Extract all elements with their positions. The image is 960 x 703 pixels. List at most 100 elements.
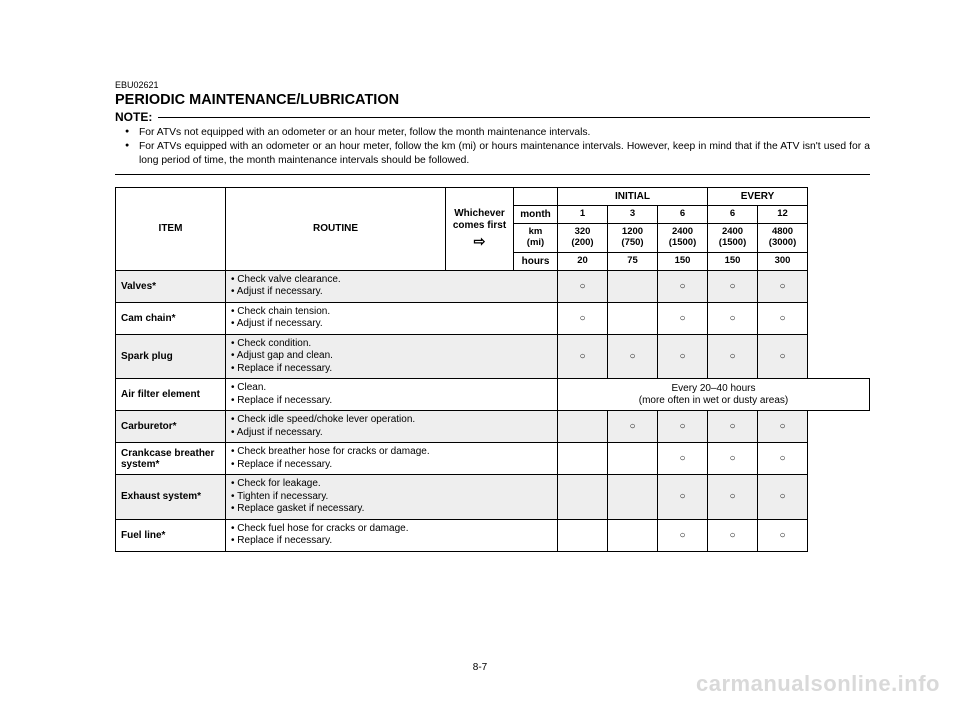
km-2: 1200 (750) xyxy=(608,223,658,252)
month-1: 1 xyxy=(558,205,608,223)
hrs-5: 300 xyxy=(758,252,808,270)
check-cell: ○ xyxy=(658,270,708,302)
item-cell: Spark plug xyxy=(116,334,226,379)
routine-cell: • Check breather hose for cracks or dama… xyxy=(226,443,558,475)
header-initial: INITIAL xyxy=(558,187,708,205)
table-row: Crankcase breather system*• Check breath… xyxy=(116,443,870,475)
note-rule xyxy=(158,117,870,118)
km-1: 320 (200) xyxy=(558,223,608,252)
check-cell: ○ xyxy=(558,302,608,334)
check-cell: ○ xyxy=(658,302,708,334)
check-cell: ○ xyxy=(708,475,758,520)
routine-cell: • Check idle speed/choke lever operation… xyxy=(226,411,558,443)
watermark: carmanualsonline.info xyxy=(696,671,940,697)
check-cell: ○ xyxy=(708,519,758,551)
page-content: EBU02621 PERIODIC MAINTENANCE/LUBRICATIO… xyxy=(0,0,960,552)
note-heading-row: NOTE: xyxy=(115,110,870,124)
month-6b: 6 xyxy=(708,205,758,223)
check-cell xyxy=(558,411,608,443)
hrs-3: 150 xyxy=(658,252,708,270)
interval-span-cell: Every 20–40 hours (more often in wet or … xyxy=(558,379,870,411)
check-cell: ○ xyxy=(758,302,808,334)
check-cell: ○ xyxy=(558,334,608,379)
item-cell: Crankcase breather system* xyxy=(116,443,226,475)
table-row: Spark plug• Check condition. • Adjust ga… xyxy=(116,334,870,379)
routine-cell: • Check chain tension. • Adjust if neces… xyxy=(226,302,558,334)
routine-cell: • Check condition. • Adjust gap and clea… xyxy=(226,334,558,379)
table-row: Fuel line*• Check fuel hose for cracks o… xyxy=(116,519,870,551)
km-4: 2400 (1500) xyxy=(708,223,758,252)
check-cell: ○ xyxy=(658,443,708,475)
header-item: ITEM xyxy=(116,187,226,270)
header-routine: ROUTINE xyxy=(226,187,446,270)
check-cell: ○ xyxy=(658,334,708,379)
check-cell: ○ xyxy=(758,519,808,551)
routine-cell: • Check fuel hose for cracks or damage. … xyxy=(226,519,558,551)
table-row: Cam chain*• Check chain tension. • Adjus… xyxy=(116,302,870,334)
page-title: PERIODIC MAINTENANCE/LUBRICATION xyxy=(115,92,870,108)
routine-cell: • Check for leakage. • Tighten if necess… xyxy=(226,475,558,520)
month-12: 12 xyxy=(758,205,808,223)
item-cell: Valves* xyxy=(116,270,226,302)
check-cell xyxy=(608,302,658,334)
check-cell: ○ xyxy=(658,519,708,551)
note-item: For ATVs not equipped with an odometer o… xyxy=(129,126,870,140)
check-cell: ○ xyxy=(708,411,758,443)
item-cell: Fuel line* xyxy=(116,519,226,551)
note-label: NOTE: xyxy=(115,110,152,124)
km-3: 2400 (1500) xyxy=(658,223,708,252)
check-cell xyxy=(558,475,608,520)
arrow-icon: ⇨ xyxy=(474,234,486,248)
item-cell: Carburetor* xyxy=(116,411,226,443)
routine-cell: • Clean. • Replace if necessary. xyxy=(226,379,558,411)
whichever-text: Whichever comes first xyxy=(453,208,506,231)
hrs-1: 20 xyxy=(558,252,608,270)
check-cell: ○ xyxy=(758,411,808,443)
month-6a: 6 xyxy=(658,205,708,223)
item-cell: Cam chain* xyxy=(116,302,226,334)
header-whichever: Whichever comes first ⇨ xyxy=(446,187,514,270)
check-cell: ○ xyxy=(758,475,808,520)
header-km: km (mi) xyxy=(514,223,558,252)
maintenance-table: ITEM ROUTINE Whichever comes first ⇨ INI… xyxy=(115,187,870,552)
table-body: Valves*• Check valve clearance. • Adjust… xyxy=(116,270,870,551)
hrs-2: 75 xyxy=(608,252,658,270)
header-hours: hours xyxy=(514,252,558,270)
hrs-4: 150 xyxy=(708,252,758,270)
check-cell xyxy=(558,443,608,475)
doc-code: EBU02621 xyxy=(115,80,870,90)
note-list: For ATVs not equipped with an odometer o… xyxy=(115,126,870,168)
table-row: Carburetor*• Check idle speed/choke leve… xyxy=(116,411,870,443)
month-3: 3 xyxy=(608,205,658,223)
check-cell: ○ xyxy=(658,475,708,520)
blank-corner xyxy=(514,187,558,205)
routine-cell: • Check valve clearance. • Adjust if nec… xyxy=(226,270,558,302)
table-row: Air filter element• Clean. • Replace if … xyxy=(116,379,870,411)
check-cell: ○ xyxy=(558,270,608,302)
check-cell: ○ xyxy=(758,443,808,475)
check-cell xyxy=(608,519,658,551)
check-cell: ○ xyxy=(708,443,758,475)
check-cell: ○ xyxy=(708,302,758,334)
check-cell: ○ xyxy=(758,270,808,302)
km-5: 4800 (3000) xyxy=(758,223,808,252)
check-cell: ○ xyxy=(708,334,758,379)
check-cell xyxy=(608,475,658,520)
table-row: Exhaust system*• Check for leakage. • Ti… xyxy=(116,475,870,520)
check-cell xyxy=(558,519,608,551)
table-head: ITEM ROUTINE Whichever comes first ⇨ INI… xyxy=(116,187,870,270)
check-cell xyxy=(608,270,658,302)
header-every: EVERY xyxy=(708,187,808,205)
check-cell: ○ xyxy=(708,270,758,302)
check-cell: ○ xyxy=(608,334,658,379)
item-cell: Exhaust system* xyxy=(116,475,226,520)
note-item: For ATVs equipped with an odometer or an… xyxy=(129,140,870,168)
header-month: month xyxy=(514,205,558,223)
check-cell xyxy=(608,443,658,475)
item-cell: Air filter element xyxy=(116,379,226,411)
section-rule xyxy=(115,174,870,175)
check-cell: ○ xyxy=(608,411,658,443)
check-cell: ○ xyxy=(758,334,808,379)
table-row: Valves*• Check valve clearance. • Adjust… xyxy=(116,270,870,302)
check-cell: ○ xyxy=(658,411,708,443)
